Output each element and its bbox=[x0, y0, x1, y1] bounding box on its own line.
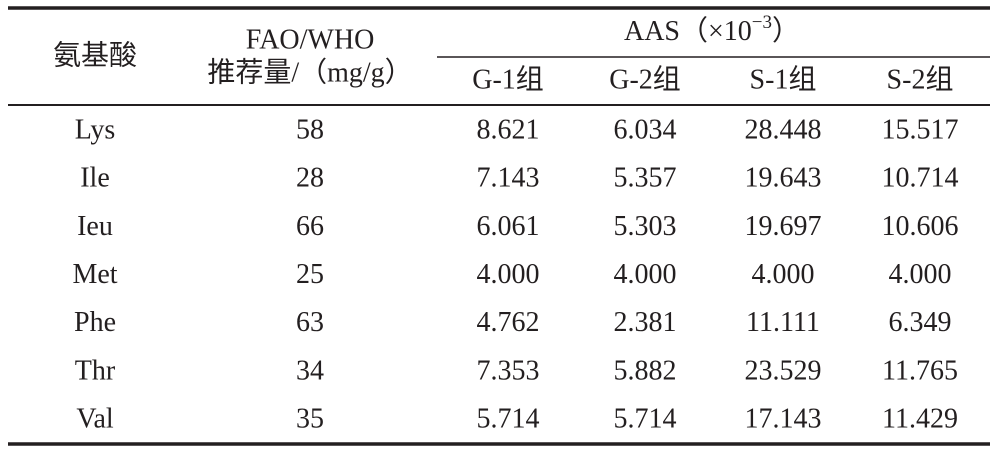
header-cell: S-2组 bbox=[887, 63, 954, 95]
cell: 4.000 bbox=[614, 259, 677, 290]
cell: 8.621 bbox=[477, 114, 540, 145]
cell: 5.357 bbox=[614, 163, 677, 194]
cell: 25 bbox=[296, 259, 324, 290]
cell: 4.000 bbox=[477, 259, 540, 290]
cell: 11.429 bbox=[882, 404, 958, 435]
cell: 15.517 bbox=[882, 114, 959, 145]
cell: 5.882 bbox=[614, 355, 677, 386]
cell: 10.606 bbox=[882, 211, 959, 242]
cell: Met bbox=[72, 259, 117, 290]
cell: 63 bbox=[296, 307, 324, 338]
header-cell: G-2组 bbox=[609, 63, 681, 95]
cell: 10.714 bbox=[882, 163, 959, 194]
cell: 5.714 bbox=[614, 404, 677, 435]
cell: 6.034 bbox=[614, 114, 677, 145]
header-cell: AAS（×10−3） bbox=[624, 12, 800, 47]
cell: 35 bbox=[296, 404, 324, 435]
cell: 7.353 bbox=[477, 355, 540, 386]
cell: 11.111 bbox=[746, 307, 820, 338]
cell: 19.697 bbox=[745, 211, 822, 242]
cell: 5.303 bbox=[614, 211, 677, 242]
cell: 34 bbox=[296, 355, 324, 386]
cell: 7.143 bbox=[477, 163, 540, 194]
aas-exponent: −3 bbox=[752, 12, 772, 33]
header-cell: 推荐量/（mg/g） bbox=[207, 56, 412, 88]
cell: 5.714 bbox=[477, 404, 540, 435]
cell: Phe bbox=[74, 307, 116, 338]
cell: 6.061 bbox=[477, 211, 540, 242]
header-cell: S-1组 bbox=[750, 63, 817, 95]
cell: 19.643 bbox=[745, 163, 822, 194]
cell: 4.762 bbox=[477, 307, 540, 338]
cell: Ile bbox=[80, 163, 110, 194]
cell: 58 bbox=[296, 114, 324, 145]
cell: Lys bbox=[75, 114, 115, 145]
aas-prefix: AAS（×10 bbox=[624, 15, 752, 47]
cell: 4.000 bbox=[752, 259, 815, 290]
aas-suffix: ） bbox=[772, 15, 800, 47]
cell: 23.529 bbox=[745, 355, 822, 386]
cell: Val bbox=[76, 404, 114, 435]
cell: 28 bbox=[296, 163, 324, 194]
cell: 11.765 bbox=[882, 355, 958, 386]
cell: 28.448 bbox=[745, 114, 822, 145]
cell: 2.381 bbox=[614, 307, 677, 338]
cell: Thr bbox=[75, 355, 116, 386]
header-cell: 氨基酸 bbox=[53, 39, 137, 71]
cell: Ieu bbox=[77, 211, 113, 242]
cell: 66 bbox=[296, 211, 324, 242]
cell: 4.000 bbox=[889, 259, 952, 290]
cell: 17.143 bbox=[745, 404, 822, 435]
header-cell: FAO/WHO bbox=[246, 24, 375, 55]
cell: 6.349 bbox=[889, 307, 952, 338]
header-cell: G-1组 bbox=[472, 63, 544, 95]
